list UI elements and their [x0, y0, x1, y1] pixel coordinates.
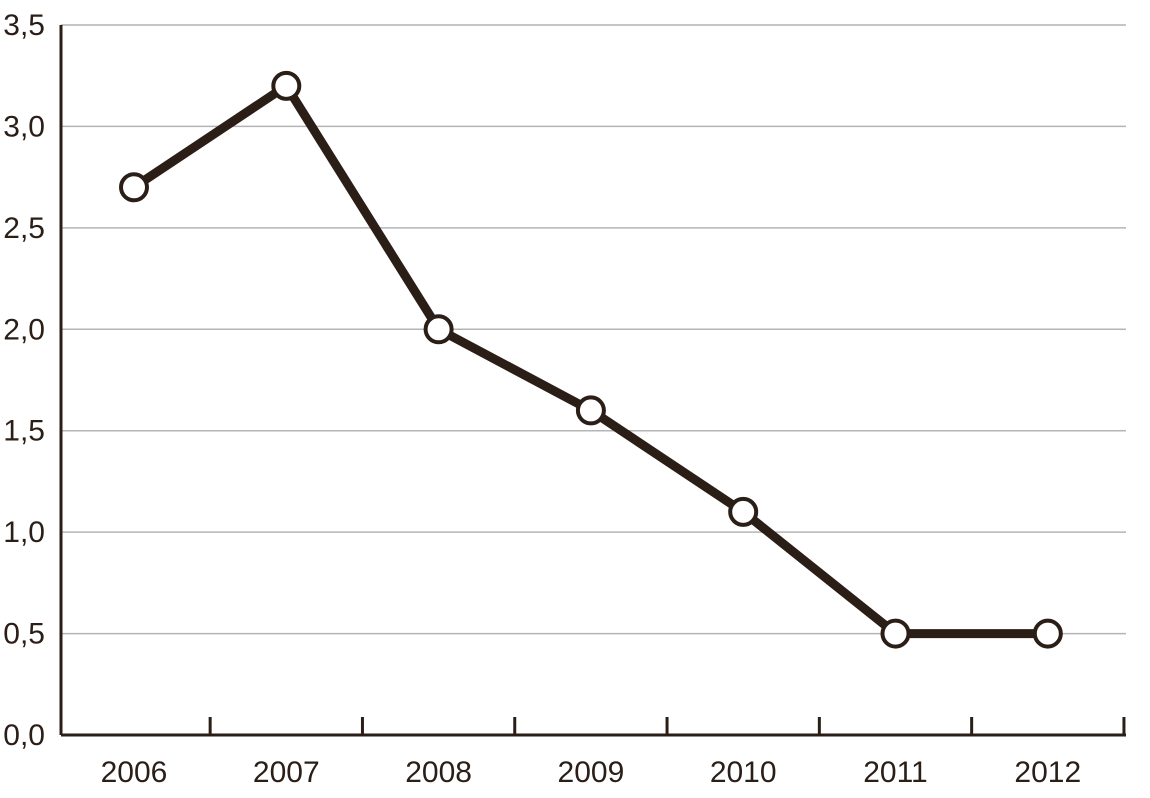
- axes: [59, 25, 1126, 737]
- grid-lines: [61, 24, 1126, 635]
- y-tick-label: 1,5: [3, 415, 45, 448]
- data-point-2010: [728, 496, 759, 527]
- y-tick-label: 2,5: [3, 212, 45, 245]
- y-tick-label: 0,0: [3, 719, 45, 752]
- x-tick-label: 2006: [101, 756, 168, 789]
- data-point-2011: [880, 618, 911, 649]
- data-point-2012: [1032, 618, 1063, 649]
- y-tick-labels: 0,0 0,5 1,0 1,5 2,0 2,5 3,0 3,5: [3, 9, 45, 752]
- series-line: [129, 81, 1053, 639]
- y-tick-label: 2,0: [3, 313, 45, 346]
- x-tick-label: 2008: [405, 756, 472, 789]
- data-point-2006: [119, 172, 149, 203]
- x-tick-label: 2007: [253, 756, 320, 789]
- data-point-2008: [423, 314, 454, 345]
- series-layer: [129, 81, 1053, 639]
- y-tick-label: 3,5: [3, 9, 45, 42]
- y-tick-label: 0,5: [3, 618, 45, 651]
- data-point-2009: [575, 395, 606, 426]
- x-tick-label: 2010: [710, 756, 777, 789]
- y-tick-label: 3,0: [3, 110, 45, 143]
- x-tick-label: 2009: [558, 756, 625, 789]
- x-tick-labels: 2006 2007 2008 2009 2010 2011 2012: [101, 756, 1082, 789]
- x-tick-label: 2011: [863, 756, 928, 789]
- y-tick-label: 1,0: [3, 516, 45, 549]
- data-points: [119, 70, 1063, 649]
- data-point-2007: [271, 70, 302, 101]
- x-tick-label: 2012: [1014, 756, 1081, 789]
